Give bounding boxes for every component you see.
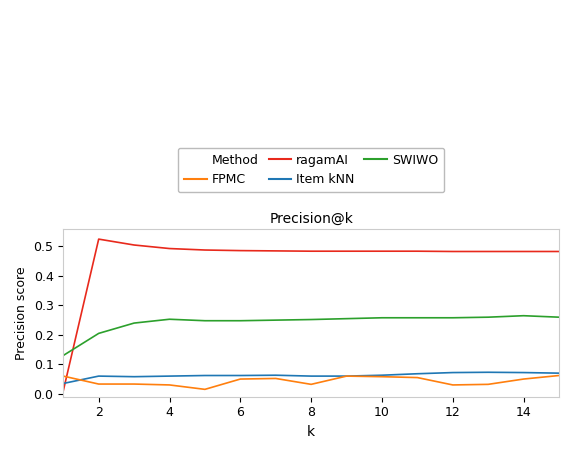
ragamAI	[520, 249, 527, 254]
Y-axis label: Precision score: Precision score	[15, 266, 28, 360]
Line: ragamAI: ragamAI	[63, 239, 559, 391]
Item kNN	[131, 374, 138, 380]
Line: FPMC: FPMC	[63, 375, 559, 390]
Item kNN	[201, 373, 208, 378]
FPMC	[449, 382, 456, 388]
Item kNN	[449, 370, 456, 375]
ragamAI	[343, 248, 350, 254]
Item kNN	[60, 381, 67, 386]
Item kNN	[272, 372, 279, 378]
Item kNN	[520, 370, 527, 375]
SWIWO	[60, 353, 67, 358]
FPMC	[308, 382, 315, 387]
SWIWO	[131, 321, 138, 326]
ragamAI	[201, 247, 208, 253]
SWIWO	[343, 316, 350, 321]
SWIWO	[484, 315, 491, 320]
FPMC	[131, 381, 138, 387]
FPMC	[272, 376, 279, 381]
FPMC	[343, 373, 350, 379]
SWIWO	[308, 317, 315, 322]
SWIWO	[237, 318, 244, 323]
ragamAI	[414, 248, 421, 254]
Line: Item kNN: Item kNN	[63, 372, 559, 384]
Item kNN	[308, 373, 315, 379]
SWIWO	[95, 331, 102, 336]
Title: Precision@k: Precision@k	[269, 212, 353, 226]
Legend: Method, FPMC, ragamAI, Item kNN, SWIWO: Method, FPMC, ragamAI, Item kNN, SWIWO	[178, 148, 444, 192]
FPMC	[520, 376, 527, 382]
ragamAI	[449, 249, 456, 254]
FPMC	[166, 382, 173, 388]
Item kNN	[556, 370, 563, 376]
X-axis label: k: k	[307, 425, 315, 439]
ragamAI	[60, 388, 67, 394]
ragamAI	[484, 249, 491, 254]
SWIWO	[378, 315, 385, 321]
SWIWO	[449, 315, 456, 321]
FPMC	[201, 387, 208, 392]
SWIWO	[556, 315, 563, 320]
Item kNN	[414, 371, 421, 376]
Item kNN	[378, 372, 385, 378]
Item kNN	[95, 373, 102, 379]
FPMC	[237, 376, 244, 382]
Item kNN	[484, 370, 491, 375]
ragamAI	[308, 248, 315, 254]
FPMC	[414, 375, 421, 380]
ragamAI	[95, 237, 102, 242]
ragamAI	[166, 246, 173, 251]
ragamAI	[378, 248, 385, 254]
FPMC	[95, 381, 102, 387]
SWIWO	[166, 316, 173, 322]
FPMC	[378, 374, 385, 380]
Line: SWIWO: SWIWO	[63, 316, 559, 355]
Item kNN	[343, 373, 350, 379]
ragamAI	[556, 249, 563, 254]
SWIWO	[414, 315, 421, 321]
SWIWO	[272, 317, 279, 323]
FPMC	[484, 382, 491, 387]
SWIWO	[201, 318, 208, 323]
Item kNN	[166, 373, 173, 379]
FPMC	[60, 373, 67, 379]
SWIWO	[520, 313, 527, 318]
ragamAI	[237, 248, 244, 253]
ragamAI	[131, 242, 138, 248]
Item kNN	[237, 373, 244, 378]
FPMC	[556, 373, 563, 378]
ragamAI	[272, 248, 279, 254]
